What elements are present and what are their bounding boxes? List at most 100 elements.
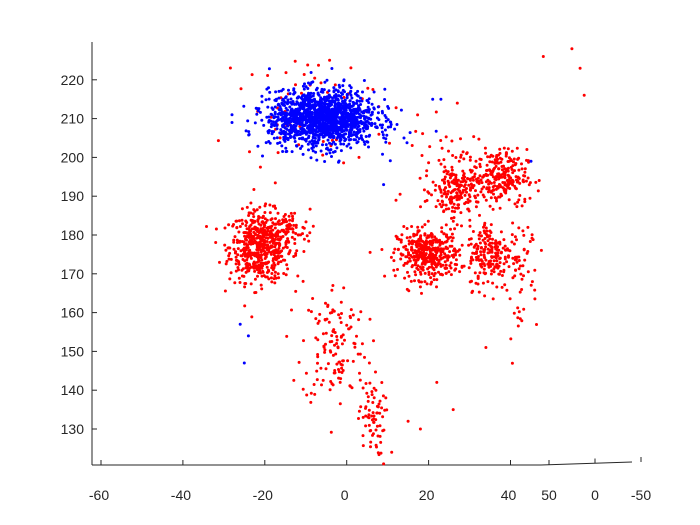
data-point: [243, 234, 247, 238]
data-point: [363, 117, 366, 121]
data-point: [439, 190, 443, 194]
data-point: [337, 160, 340, 164]
data-point: [366, 415, 370, 419]
data-point: [487, 262, 490, 266]
data-point: [274, 242, 278, 246]
data-point: [442, 158, 446, 162]
data-point: [307, 148, 310, 152]
data-point: [301, 279, 305, 283]
data-point: [362, 140, 366, 144]
data-point: [247, 253, 251, 256]
data-point: [438, 187, 442, 191]
data-point: [474, 189, 477, 193]
data-point: [406, 419, 410, 423]
data-point: [525, 148, 529, 151]
data-point: [342, 123, 346, 126]
data-point: [489, 231, 493, 234]
data-point: [316, 91, 320, 95]
data-point: [443, 175, 447, 179]
data-point: [324, 331, 328, 335]
data-point: [515, 205, 519, 209]
data-point: [325, 98, 329, 102]
data-point: [249, 211, 253, 215]
data-point: [491, 175, 495, 179]
data-point: [214, 241, 218, 244]
data-point: [477, 290, 481, 294]
data-point: [370, 414, 374, 418]
data-point: [380, 248, 384, 251]
data-point: [336, 98, 340, 102]
data-point: [448, 173, 452, 177]
data-point: [473, 165, 477, 169]
data-point: [306, 124, 310, 128]
data-point: [376, 111, 380, 115]
data-point: [415, 253, 419, 257]
data-point: [260, 118, 264, 122]
data-point: [284, 146, 288, 150]
data-point: [504, 152, 508, 156]
data-point: [361, 90, 364, 94]
data-point: [394, 106, 398, 110]
data-point: [316, 361, 319, 365]
data-point: [353, 125, 357, 129]
data-point: [511, 221, 515, 225]
data-point: [440, 205, 444, 209]
data-point: [513, 184, 517, 188]
data-point: [256, 219, 260, 223]
data-point: [253, 291, 257, 295]
data-point: [333, 142, 337, 146]
data-point: [361, 434, 365, 438]
data-point: [438, 202, 442, 206]
data-point: [264, 221, 268, 224]
data-point: [307, 136, 310, 140]
data-point: [510, 168, 514, 171]
data-point: [249, 236, 253, 240]
data-point: [281, 87, 285, 91]
data-point: [262, 123, 266, 127]
data-point: [278, 111, 282, 115]
data-point: [257, 215, 261, 218]
data-point: [452, 202, 456, 206]
data-point: [500, 157, 504, 161]
data-point: [476, 275, 480, 279]
data-point: [325, 152, 328, 156]
data-point: [264, 255, 268, 259]
data-point: [285, 113, 289, 117]
data-point: [410, 225, 414, 228]
data-point: [250, 315, 254, 319]
data-point: [454, 156, 458, 159]
data-point: [457, 194, 461, 198]
data-point: [340, 334, 343, 338]
data-point: [430, 280, 434, 284]
data-point: [267, 247, 271, 251]
data-point: [425, 260, 428, 264]
data-point: [298, 133, 302, 136]
data-point: [338, 402, 342, 406]
data-point: [444, 240, 448, 244]
data-point: [482, 225, 485, 229]
data-point: [443, 190, 447, 194]
data-point: [389, 125, 393, 129]
data-point: [256, 274, 259, 278]
data-point: [495, 199, 498, 203]
data-point: [431, 97, 435, 101]
data-point: [497, 185, 501, 189]
data-point: [340, 363, 344, 367]
data-point: [329, 112, 333, 116]
data-point: [426, 255, 430, 259]
data-point: [265, 218, 269, 222]
data-point: [317, 319, 321, 323]
data-point: [491, 281, 495, 285]
data-point: [512, 311, 516, 315]
data-point: [427, 246, 431, 249]
data-point: [365, 140, 369, 144]
data-point: [468, 178, 472, 182]
data-point: [351, 100, 355, 104]
data-point: [444, 263, 448, 267]
data-point: [264, 98, 268, 102]
data-point: [458, 248, 461, 252]
data-point: [506, 180, 510, 184]
data-point: [436, 263, 440, 267]
data-point: [501, 186, 505, 190]
data-point: [517, 226, 521, 230]
